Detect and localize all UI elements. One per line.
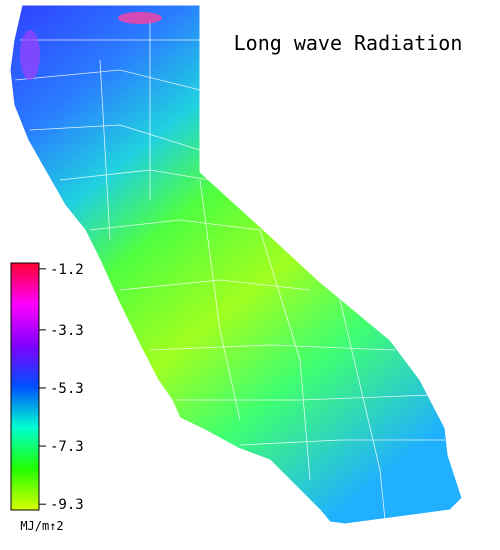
colorbar-unit: MJ/m↑2 <box>20 519 63 533</box>
colorbar-tick-label: -3.3 <box>50 323 84 339</box>
colorbar-tick-label: -5.3 <box>50 381 84 397</box>
state-shape <box>9 4 463 525</box>
colorbar-ticks: -1.2 -3.3 -5.3 -7.3 -9.3 <box>39 262 84 513</box>
colorbar-tick-label: -9.3 <box>50 497 84 513</box>
map-title: Long wave Radiation <box>234 31 463 55</box>
colorbar-tick-label: -1.2 <box>50 262 84 278</box>
colorbar-tick-label: -7.3 <box>50 439 84 455</box>
high-area <box>20 30 40 80</box>
high-area <box>118 12 162 24</box>
colorbar <box>10 262 40 511</box>
county-lines <box>14 20 445 521</box>
